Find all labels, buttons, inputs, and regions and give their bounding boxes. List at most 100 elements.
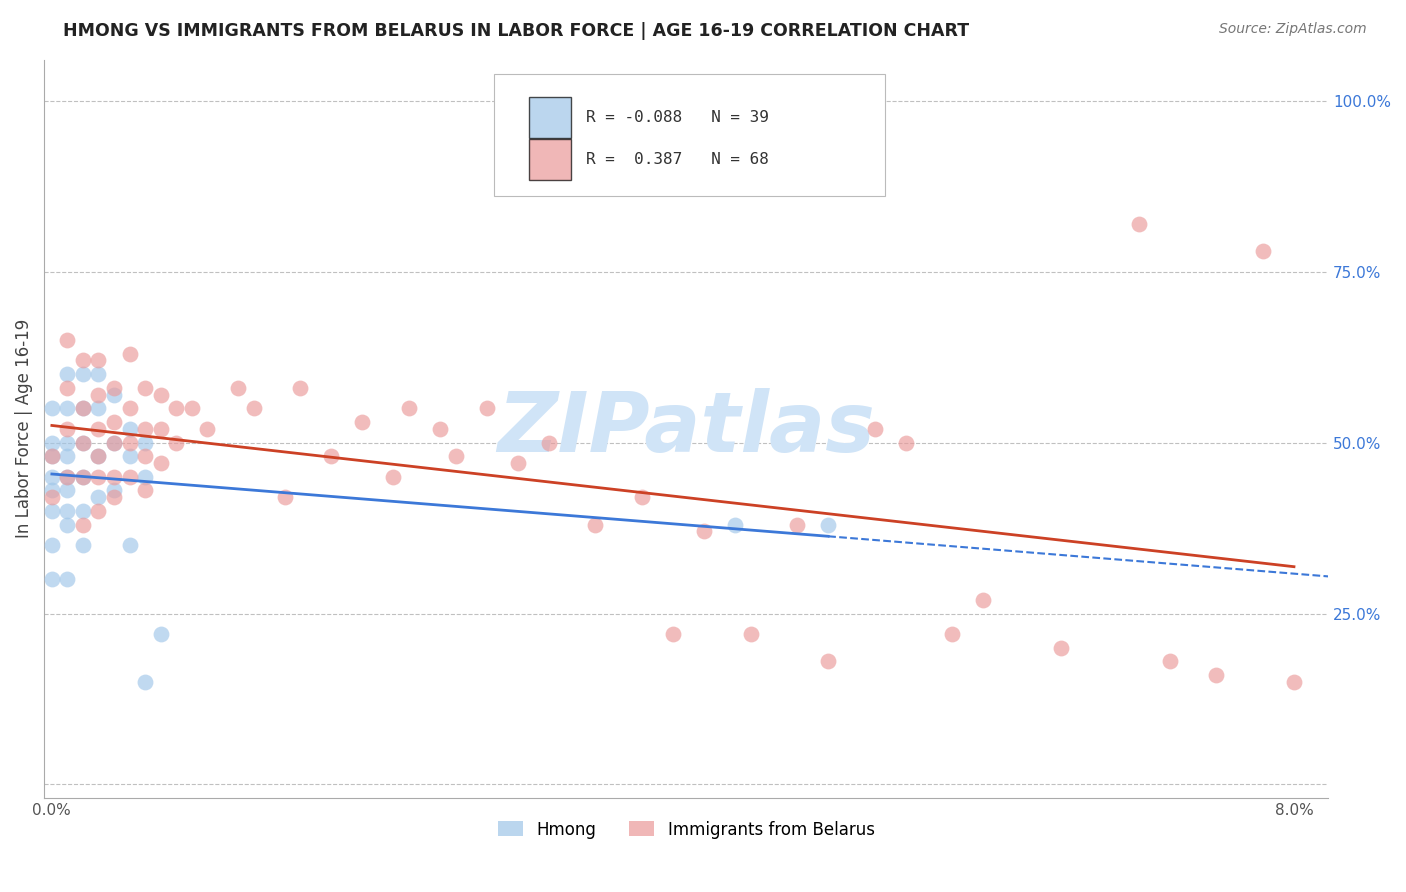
Point (72, 353, 94, 368)
Point (87, 422, 110, 436)
Point (56, 469, 79, 483)
Text: Source: ZipAtlas.com: Source: ZipAtlas.com (1219, 22, 1367, 37)
Point (41, 435, 63, 450)
Point (41, 490, 63, 504)
Point (118, 401, 141, 416)
Point (134, 449, 156, 463)
Point (149, 387, 172, 401)
Point (41, 483, 63, 498)
Point (41, 401, 63, 416)
Point (56, 504, 79, 518)
Point (56, 381, 79, 395)
Point (352, 415, 374, 429)
Point (118, 422, 141, 436)
Point (41, 449, 63, 463)
Point (56, 517, 79, 532)
Point (444, 449, 467, 463)
Point (1159, 654, 1181, 668)
Point (87, 367, 110, 381)
Point (103, 469, 125, 483)
Point (118, 346, 141, 360)
Point (165, 435, 187, 450)
Y-axis label: In Labor Force | Age 16-19: In Labor Force | Age 16-19 (15, 319, 32, 539)
Point (72, 435, 94, 450)
Point (87, 401, 110, 416)
Point (1251, 244, 1274, 258)
Text: ZIPatlas: ZIPatlas (498, 388, 875, 469)
Point (103, 415, 125, 429)
Point (87, 504, 110, 518)
Point (72, 435, 94, 450)
Point (817, 517, 839, 532)
Point (103, 483, 125, 498)
Point (429, 422, 451, 436)
Point (134, 469, 156, 483)
Point (506, 456, 529, 470)
Point (118, 435, 141, 450)
Legend: Hmong, Immigrants from Belarus: Hmong, Immigrants from Belarus (491, 814, 882, 846)
Point (382, 469, 405, 483)
Point (1050, 640, 1073, 655)
Point (56, 367, 79, 381)
Point (1128, 217, 1150, 231)
Point (321, 449, 343, 463)
Point (56, 469, 79, 483)
Point (72, 517, 94, 532)
Point (72, 401, 94, 416)
Point (41, 504, 63, 518)
Point (41, 469, 63, 483)
Point (56, 422, 79, 436)
Point (274, 490, 297, 504)
Point (740, 627, 762, 641)
Point (56, 483, 79, 498)
Point (398, 401, 420, 416)
Point (149, 456, 172, 470)
Point (165, 401, 187, 416)
Point (87, 449, 110, 463)
Point (226, 381, 249, 395)
Point (103, 387, 125, 401)
Point (103, 490, 125, 504)
Point (118, 538, 141, 552)
Point (56, 401, 79, 416)
Point (134, 422, 156, 436)
Point (41, 538, 63, 552)
Point (662, 627, 685, 641)
Point (631, 490, 654, 504)
Point (87, 449, 110, 463)
Point (87, 490, 110, 504)
Point (972, 592, 994, 607)
Point (583, 517, 606, 532)
Point (56, 449, 79, 463)
Point (118, 469, 141, 483)
Text: HMONG VS IMMIGRANTS FROM BELARUS IN LABOR FORCE | AGE 16-19 CORRELATION CHART: HMONG VS IMMIGRANTS FROM BELARUS IN LABO… (63, 22, 969, 40)
Point (290, 381, 312, 395)
Point (72, 367, 94, 381)
Point (149, 422, 172, 436)
Point (724, 517, 747, 532)
Point (134, 435, 156, 450)
Point (786, 517, 808, 532)
Point (180, 401, 202, 416)
Point (817, 654, 839, 668)
Point (87, 469, 110, 483)
Point (72, 538, 94, 552)
Point (41, 449, 63, 463)
Point (537, 435, 560, 450)
Point (134, 483, 156, 498)
Point (134, 674, 156, 689)
Point (242, 401, 264, 416)
Point (118, 449, 141, 463)
Point (103, 435, 125, 450)
Point (863, 422, 886, 436)
Point (1282, 674, 1305, 689)
Point (72, 504, 94, 518)
Point (56, 572, 79, 586)
Point (103, 381, 125, 395)
Point (72, 469, 94, 483)
Point (894, 435, 917, 450)
Point (693, 524, 716, 539)
Point (1205, 668, 1227, 682)
Text: R = -0.088   N = 39: R = -0.088 N = 39 (586, 110, 769, 125)
Point (195, 422, 218, 436)
